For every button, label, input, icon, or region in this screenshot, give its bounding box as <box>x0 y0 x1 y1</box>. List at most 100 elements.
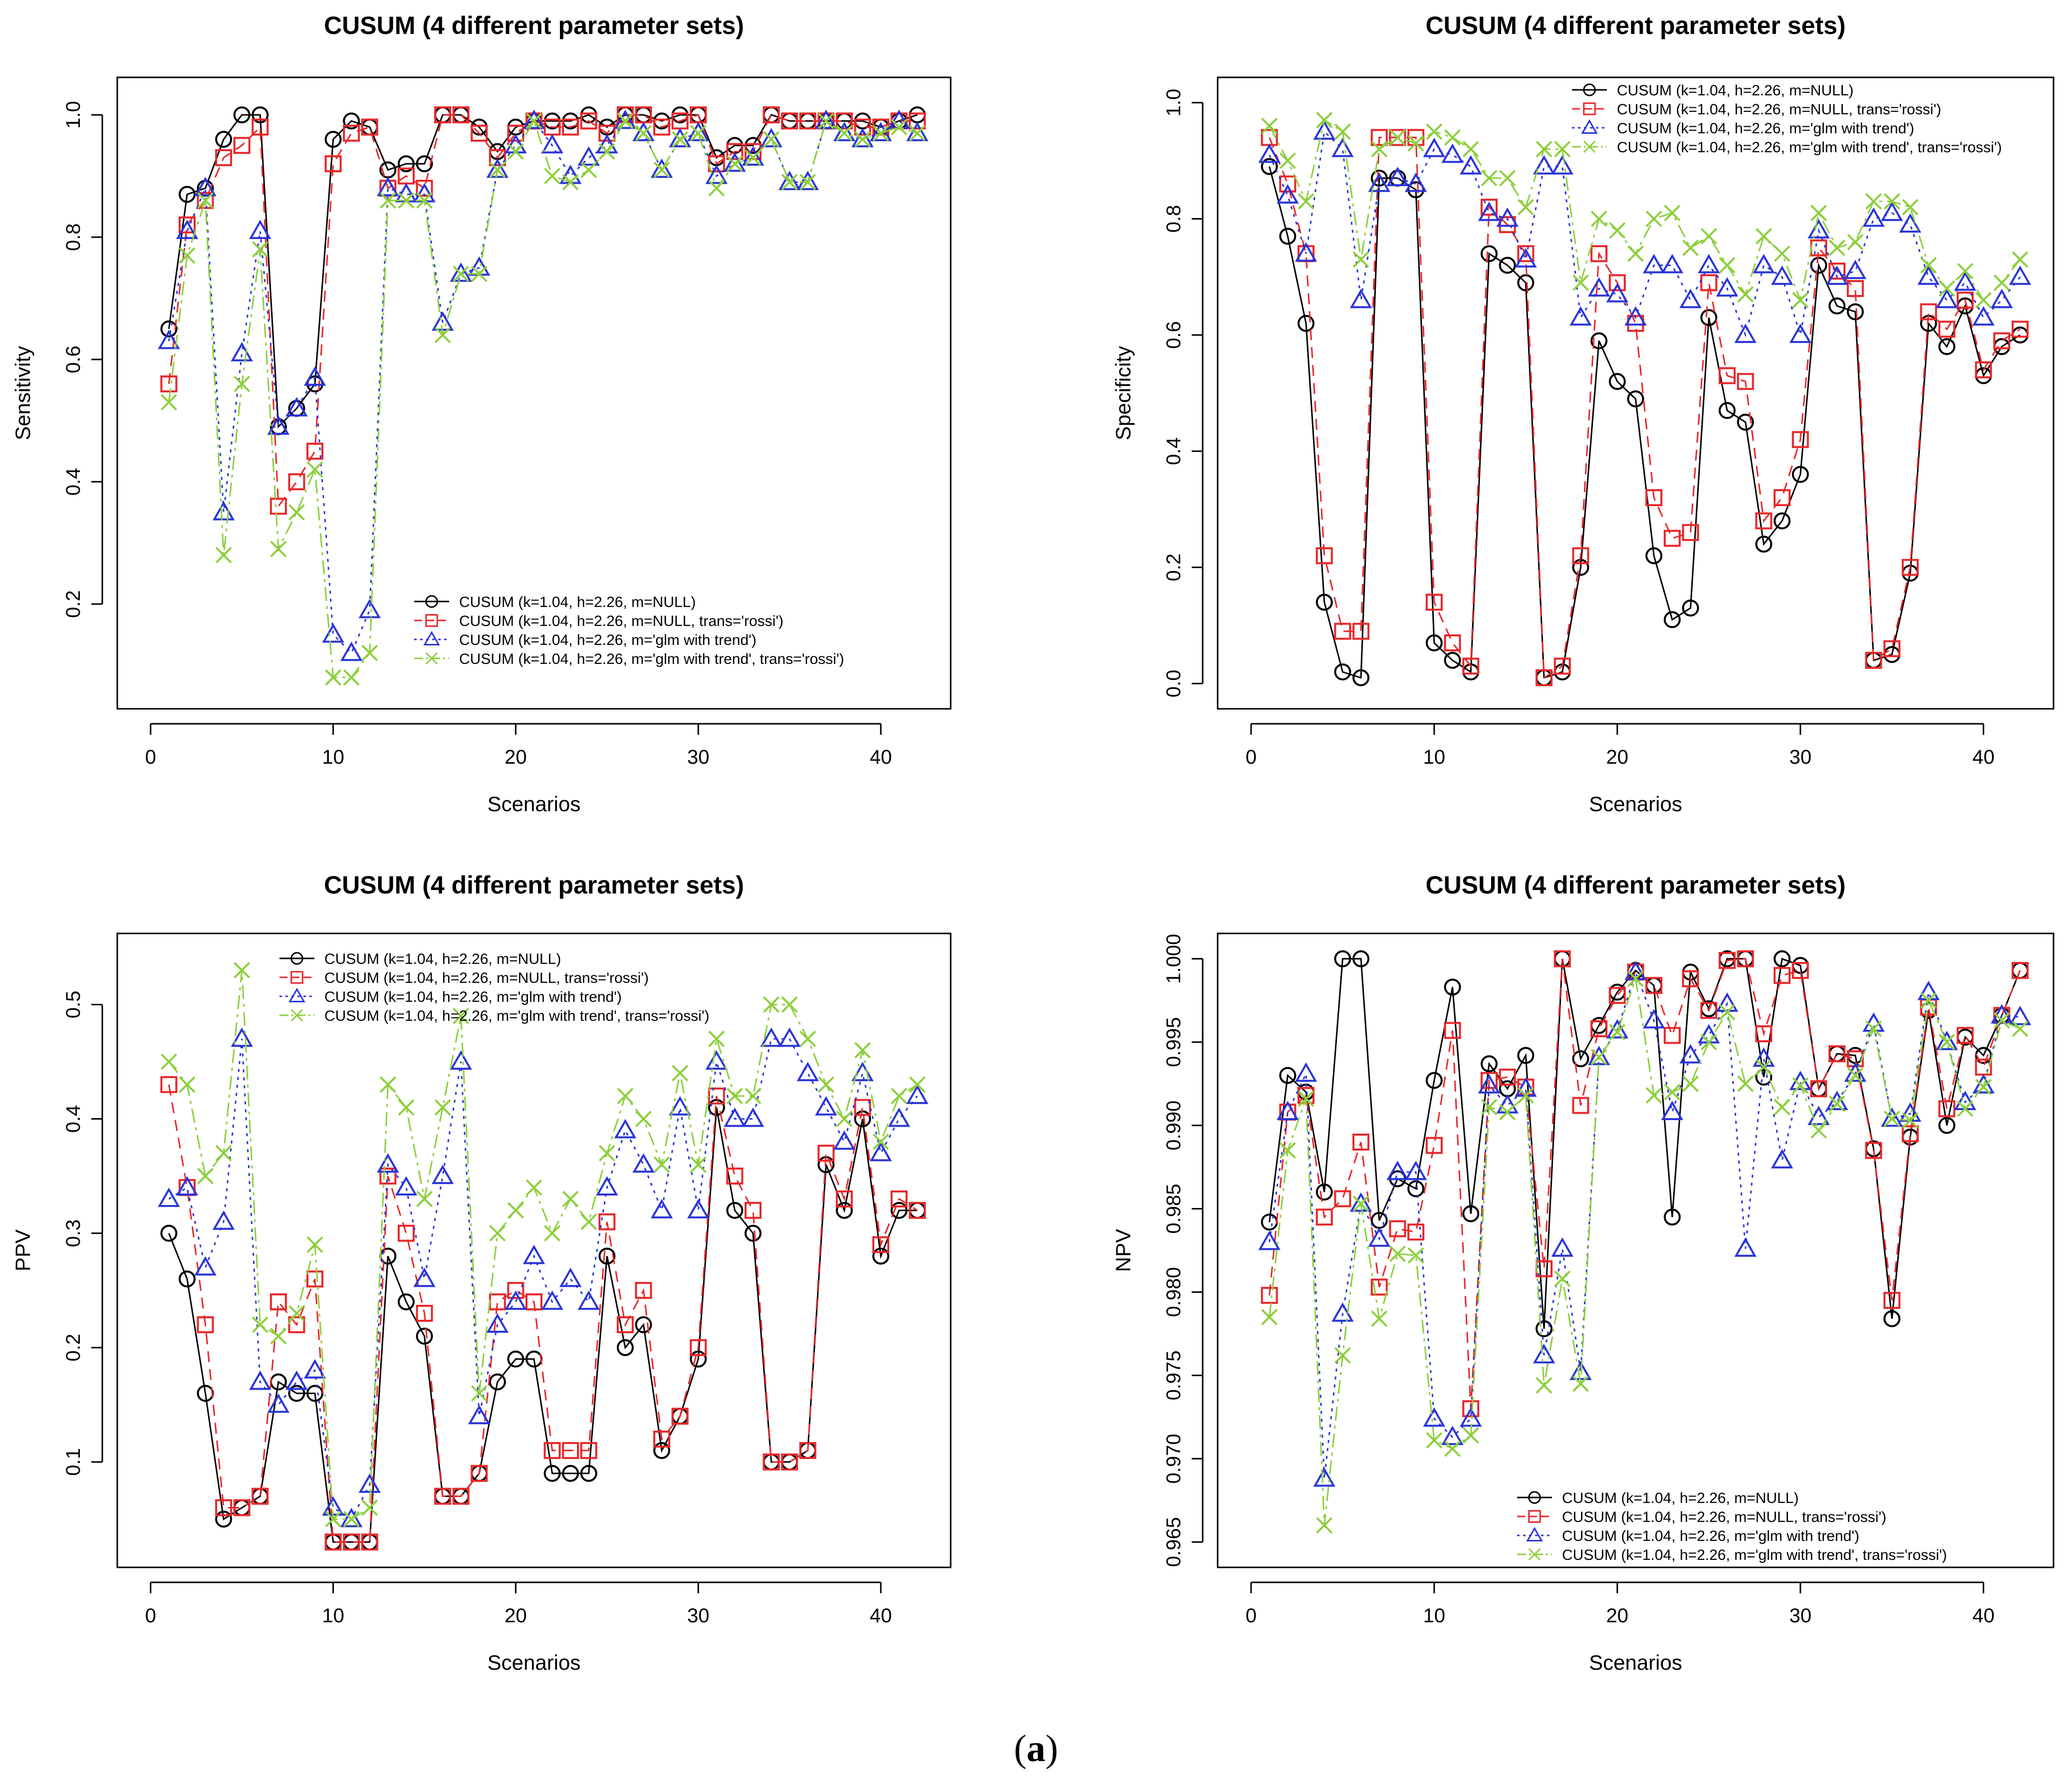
data-point <box>559 1267 582 1287</box>
data-point <box>1828 1045 1846 1063</box>
series-1 <box>160 106 926 435</box>
data-point <box>1279 228 1296 245</box>
data-point <box>379 192 396 209</box>
figure-caption: (a) <box>0 1727 2072 1771</box>
y-tick-label: 0.4 <box>62 1105 84 1133</box>
data-point <box>1972 1074 1995 1094</box>
legend-marker <box>1583 140 1596 153</box>
x-tick-label: 0 <box>1246 1605 1257 1627</box>
data-point <box>833 122 856 141</box>
data-point <box>1774 245 1791 262</box>
data-point <box>653 1431 671 1448</box>
data-point <box>508 1202 524 1219</box>
x-axis-label: Scenarios <box>1589 1651 1682 1674</box>
data-point <box>1277 1101 1299 1120</box>
data-point <box>343 1510 360 1527</box>
data-point <box>1517 274 1535 292</box>
x-tick-label: 10 <box>1423 746 1446 768</box>
data-point <box>306 1270 324 1288</box>
data-point <box>1608 373 1626 390</box>
data-point <box>1956 1027 1974 1044</box>
data-point <box>2012 962 2029 979</box>
series-line <box>168 1084 918 1543</box>
data-point <box>194 177 217 197</box>
data-point <box>1517 1047 1535 1064</box>
data-point <box>322 623 344 643</box>
data-point <box>1737 950 1754 967</box>
data-point <box>1774 1099 1791 1116</box>
data-point <box>1462 1400 1480 1418</box>
data-point <box>1993 274 2010 291</box>
data-point <box>1444 634 1461 651</box>
legend-marker <box>1583 102 1596 115</box>
data-point <box>1480 245 1498 263</box>
data-point <box>215 1499 233 1516</box>
data-point <box>1902 1112 1919 1129</box>
data-point <box>1663 1027 1681 1044</box>
data-point <box>160 375 178 393</box>
data-point <box>450 262 472 282</box>
data-point <box>507 124 524 142</box>
series-line <box>1269 166 2021 679</box>
data-point <box>1590 1049 1607 1066</box>
data-point <box>343 112 360 130</box>
data-point <box>416 192 433 209</box>
data-point <box>1405 172 1427 192</box>
x-tick-label: 10 <box>322 746 344 768</box>
data-point <box>489 1373 506 1391</box>
data-point <box>160 1053 177 1070</box>
series-4 <box>1261 112 2029 308</box>
data-point <box>1938 280 1955 297</box>
data-point <box>1349 289 1372 308</box>
data-point <box>1957 1100 1974 1117</box>
data-point <box>471 266 488 283</box>
data-point <box>1551 155 1573 175</box>
legend-label: CUSUM (k=1.04, h=2.26, m=NULL) <box>459 594 696 610</box>
data-point <box>1753 254 1775 274</box>
series-line <box>168 1107 918 1543</box>
y-tick-label: 0.1 <box>62 1448 84 1476</box>
legend-label: CUSUM (k=1.04, h=2.26, m=NULL) <box>1562 1490 1799 1506</box>
data-point <box>160 1076 178 1093</box>
data-point <box>598 1213 616 1230</box>
data-point <box>379 1168 397 1185</box>
data-point <box>1682 524 1699 541</box>
data-point <box>544 168 560 185</box>
data-point <box>726 1168 744 1185</box>
data-point <box>288 473 305 491</box>
data-point <box>1426 1432 1443 1449</box>
data-point <box>1295 242 1317 262</box>
data-point <box>1902 199 1919 216</box>
data-point <box>543 1465 561 1482</box>
data-point <box>781 1453 798 1471</box>
data-point <box>1441 1426 1464 1445</box>
data-point <box>178 1270 196 1288</box>
data-point <box>361 1499 378 1516</box>
data-point <box>817 1076 834 1093</box>
data-point <box>708 180 725 197</box>
data-point <box>1737 286 1754 303</box>
data-point <box>343 1533 360 1551</box>
legend-marker <box>290 1009 303 1022</box>
data-point <box>179 1076 196 1093</box>
series-3 <box>1258 960 2032 1487</box>
data-point <box>854 1099 871 1116</box>
data-point <box>708 1087 725 1105</box>
series-2 <box>160 106 926 515</box>
data-point <box>1624 306 1647 326</box>
data-point <box>1554 950 1571 967</box>
data-point <box>763 131 779 148</box>
data-point <box>1679 289 1702 308</box>
data-point <box>1536 1377 1553 1394</box>
data-point <box>835 1201 853 1219</box>
data-point <box>1645 1087 1662 1104</box>
data-point <box>635 1316 652 1333</box>
data-point <box>799 1030 816 1047</box>
data-point <box>580 1442 597 1459</box>
data-point <box>742 146 765 166</box>
data-point <box>1334 663 1351 681</box>
data-point <box>1499 257 1516 274</box>
data-point <box>1551 1237 1573 1257</box>
data-point <box>1389 1220 1406 1237</box>
